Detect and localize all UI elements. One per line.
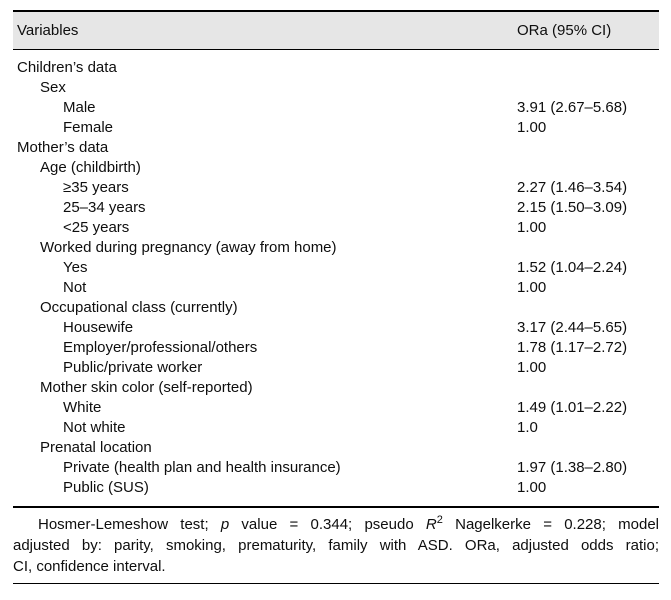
table-row: White 1.49 (1.01–2.22) [13,398,659,418]
value-cell [517,298,659,318]
variable-cell: Sex [40,79,66,96]
variable-cell: Mother’s data [17,139,109,156]
value-cell: 1.00 [517,219,547,236]
table-body: Children’s data Sex Male 3.91 (2.67–5.68)… [13,50,659,506]
table-row: Mother skin color (self-reported) [13,378,659,398]
table-row: ≥35 years 2.27 (1.46–3.54) [13,178,659,198]
footnote-line: adjusted by: parity, smoking, prematurit… [13,536,659,554]
variable-cell: <25 years [63,219,130,236]
top-rule [13,10,659,12]
table-row: Male 3.91 (2.67–5.68) [13,98,659,118]
value-cell [517,158,659,178]
value-cell: 1.97 (1.38–2.80) [517,459,628,476]
value-cell [517,438,659,458]
table-row: Occupational class (currently) [13,298,659,318]
table-row: Female 1.00 [13,118,659,138]
table-row: Employer/professional/others 1.78 (1.17–2… [13,338,659,358]
variable-cell: Male [63,99,96,116]
table-row: Sex [13,78,659,98]
table-row: Housewife 3.17 (2.44–5.65) [13,318,659,338]
value-cell: 1.78 (1.17–2.72) [517,339,628,356]
value-cell: 3.17 (2.44–5.65) [517,319,628,336]
variable-cell: Occupational class (currently) [40,299,238,316]
variable-cell: Age (childbirth) [40,159,141,176]
variable-cell: Not white [63,419,126,436]
variable-cell: Employer/professional/others [63,339,258,356]
value-cell: 1.52 (1.04–2.24) [517,259,628,276]
table-row: Yes 1.52 (1.04–2.24) [13,258,659,278]
header-ora: ORa (95% CI) [517,21,612,39]
table-row: Age (childbirth) [13,158,659,178]
table-row: Not white 1.0 [13,418,659,438]
bottom-rule [13,582,659,584]
value-cell: 1.00 [517,119,547,136]
table-header-row: Variables ORa (95% CI) [13,11,659,49]
variable-cell: 25–34 years [63,199,146,216]
value-cell [517,138,659,158]
value-cell: 1.0 [517,419,538,436]
table-row: <25 years 1.00 [13,218,659,238]
value-cell: 3.91 (2.67–5.68) [517,99,628,116]
variable-cell: White [63,399,102,416]
variable-cell: Prenatal location [40,439,152,456]
value-cell: 2.15 (1.50–3.09) [517,199,628,216]
value-cell: 1.49 (1.01–2.22) [517,399,628,416]
footnote-line: Hosmer-Lemeshow test; p value = 0.344; p… [38,513,659,533]
variable-cell: Public (SUS) [63,479,149,496]
variable-cell: Public/private worker [63,359,203,376]
header-variables: Variables [17,21,79,39]
table-row: 25–34 years 2.15 (1.50–3.09) [13,198,659,218]
table-row: Not 1.00 [13,278,659,298]
body-footnote-rule [13,506,659,508]
variable-cell: Yes [63,259,88,276]
value-cell: 2.27 (1.46–3.54) [517,179,628,196]
variable-cell: Children’s data [17,59,117,76]
table-row: Private (health plan and health insuranc… [13,458,659,478]
variable-cell: Housewife [63,319,134,336]
table-row: Prenatal location [13,438,659,458]
odds-ratio-table: Variables ORa (95% CI) Children’s data S… [13,10,659,584]
value-cell [517,378,659,398]
table-row: Public (SUS) 1.00 [13,478,659,498]
variable-cell: ≥35 years [63,179,129,196]
value-cell: 1.00 [517,479,547,496]
variable-cell: Worked during pregnancy (away from home) [40,239,337,256]
variable-cell: Female [63,119,114,136]
table-footnote: Hosmer-Lemeshow test; p value = 0.344; p… [13,508,659,583]
value-cell [517,238,659,258]
variable-cell: Not [63,279,87,296]
value-cell [517,58,659,78]
value-cell: 1.00 [517,359,547,376]
header-rule [13,48,659,50]
footnote-line: CI, confidence interval. [13,557,166,575]
table-row: Worked during pregnancy (away from home) [13,238,659,258]
value-cell [517,78,659,98]
table-row: Children’s data [13,58,659,78]
value-cell: 1.00 [517,279,547,296]
variable-cell: Mother skin color (self-reported) [40,379,253,396]
table-row: Mother’s data [13,138,659,158]
variable-cell: Private (health plan and health insuranc… [63,459,341,476]
table-row: Public/private worker 1.00 [13,358,659,378]
